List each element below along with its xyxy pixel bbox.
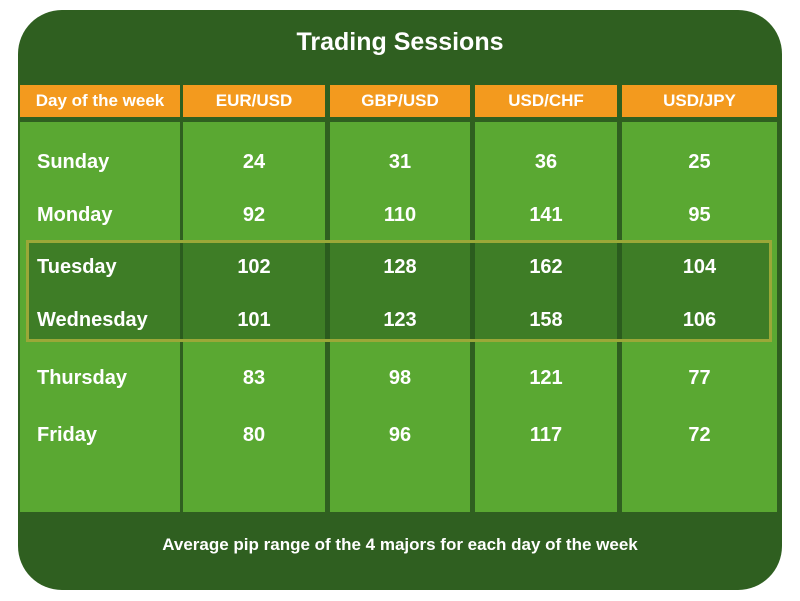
pip-value: 158 <box>529 309 563 331</box>
pip-value: 98 <box>388 367 412 389</box>
header-cell: USD/CHF <box>475 85 617 117</box>
header-cell: EUR/USD <box>183 85 325 117</box>
pip-value: 162 <box>529 256 563 278</box>
pip-value: 123 <box>383 309 417 331</box>
day-label: Tuesday <box>37 256 117 278</box>
pip-value: 72 <box>688 424 711 446</box>
title: Trading Sessions <box>296 28 504 56</box>
day-label: Wednesday <box>37 309 148 331</box>
header-cell: Day of the week <box>20 85 180 117</box>
day-label: Thursday <box>37 367 128 389</box>
pip-value: 128 <box>383 256 417 278</box>
row-highlight <box>26 240 772 342</box>
day-label: Monday <box>37 204 113 226</box>
pip-value: 102 <box>237 256 271 278</box>
pip-value: 95 <box>688 204 711 226</box>
pip-value: 117 <box>529 424 563 446</box>
pip-value: 25 <box>688 151 711 173</box>
pip-value: 106 <box>682 309 717 331</box>
pip-value: 24 <box>242 151 266 173</box>
header-cell: GBP/USD <box>330 85 470 117</box>
pip-value: 141 <box>529 204 563 226</box>
caption: Average pip range of the 4 majors for ea… <box>162 535 638 554</box>
pip-value: 101 <box>237 309 271 331</box>
pip-value: 96 <box>388 424 412 446</box>
pip-value: 121 <box>529 367 563 389</box>
pip-value: 77 <box>688 367 711 389</box>
day-label: Friday <box>37 424 98 446</box>
pip-value: 31 <box>388 151 412 173</box>
pip-value: 83 <box>242 367 266 389</box>
pip-value: 104 <box>682 256 717 278</box>
pip-value: 36 <box>534 151 558 173</box>
header-cell: USD/JPY <box>622 85 777 117</box>
pip-value: 80 <box>242 424 266 446</box>
pip-value: 92 <box>242 204 266 226</box>
pip-value: 110 <box>383 204 417 226</box>
day-label: Sunday <box>37 151 110 173</box>
